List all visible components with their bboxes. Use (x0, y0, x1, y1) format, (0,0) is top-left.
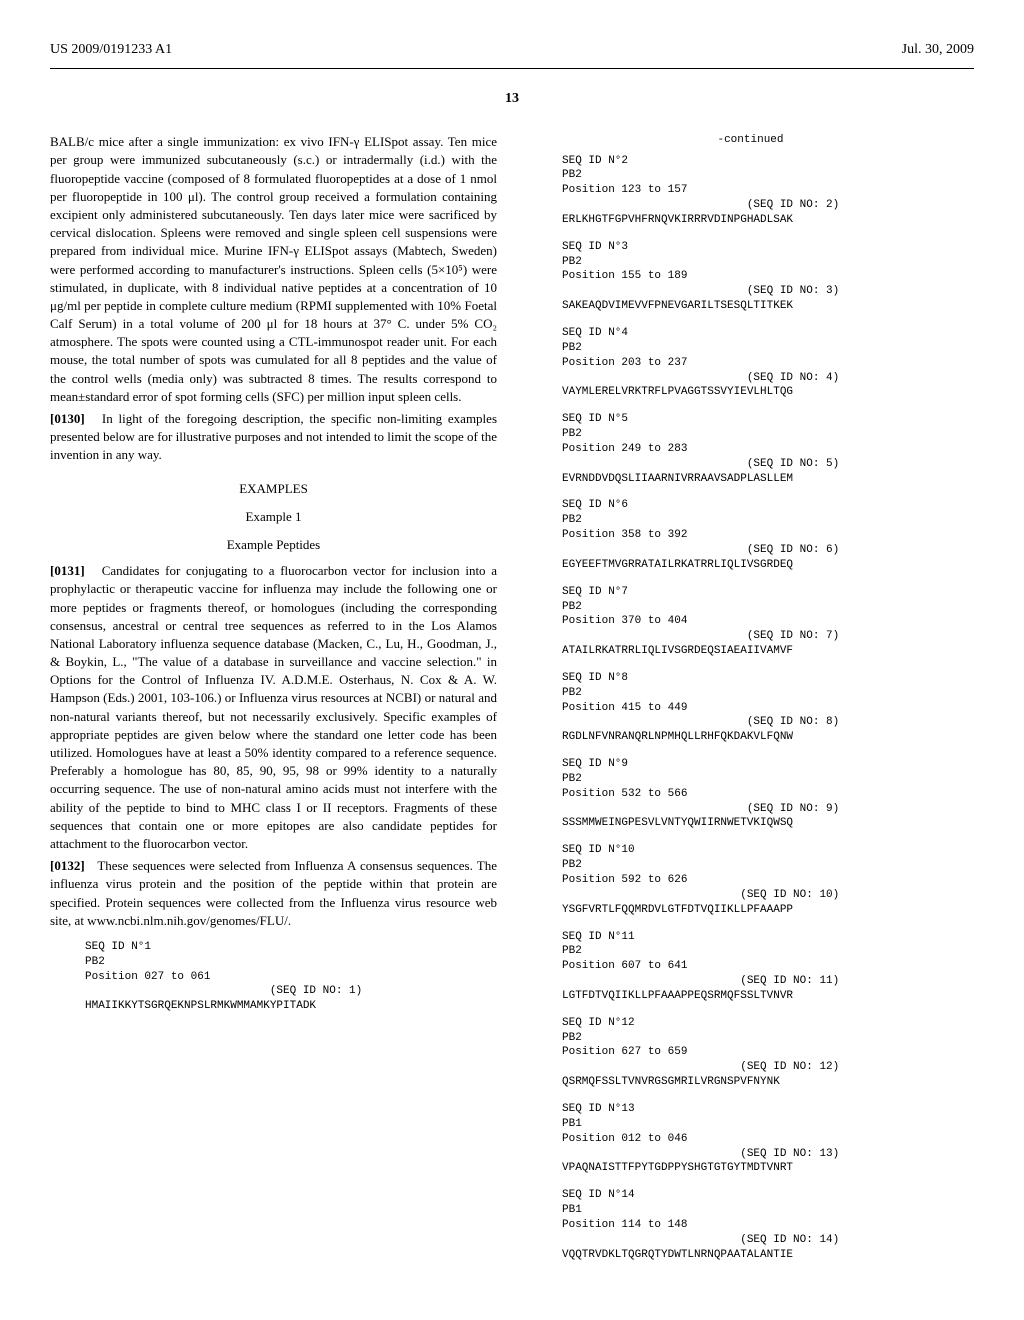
para-text-0132: These sequences were selected from Influ… (50, 858, 497, 928)
continued-label: -continued (527, 133, 974, 148)
paragraph-0131: [0131] Candidates for conjugating to a f… (50, 562, 497, 853)
example-peptides-heading: Example Peptides (50, 536, 497, 554)
right-column: -continued SEQ ID N°2 PB2 Position 123 t… (527, 133, 974, 1274)
doc-date: Jul. 30, 2009 (902, 40, 974, 60)
para-text-0130: In light of the foregoing description, t… (50, 411, 497, 462)
para-num-0132: [0132] (50, 858, 85, 873)
sequence-1: SEQ ID N°1 PB2 Position 027 to 061 (SEQ … (85, 940, 462, 1014)
sequence-block: SEQ ID N°12 PB2 Position 627 to 659 (SEQ… (562, 1016, 974, 1090)
example-1-heading: Example 1 (50, 508, 497, 526)
paragraph-0130: [0130] In light of the foregoing descrip… (50, 410, 497, 465)
sequence-block: SEQ ID N°13 PB1 Position 012 to 046 (SEQ… (562, 1102, 974, 1176)
sequence-container: SEQ ID N°2 PB2 Position 123 to 157 (SEQ … (527, 154, 974, 1263)
sequence-block: SEQ ID N°3 PB2 Position 155 to 189 (SEQ … (562, 240, 974, 314)
sequence-block: SEQ ID N°14 PB1 Position 114 to 148 (SEQ… (562, 1188, 974, 1262)
header-rule (50, 68, 974, 69)
para-num-0131: [0131] (50, 563, 85, 578)
paragraph-0132: [0132] These sequences were selected fro… (50, 857, 497, 930)
sequence-block: SEQ ID N°7 PB2 Position 370 to 404 (SEQ … (562, 585, 974, 659)
sequence-block: SEQ ID N°8 PB2 Position 415 to 449 (SEQ … (562, 671, 974, 745)
page-number: 13 (50, 89, 974, 109)
sequence-block: SEQ ID N°2 PB2 Position 123 to 157 (SEQ … (562, 154, 974, 228)
sequence-block: SEQ ID N°5 PB2 Position 249 to 283 (SEQ … (562, 412, 974, 486)
left-column: BALB/c mice after a single immunization:… (50, 133, 497, 1274)
sequence-block: SEQ ID N°9 PB2 Position 532 to 566 (SEQ … (562, 757, 974, 831)
page-header: US 2009/0191233 A1 Jul. 30, 2009 (50, 40, 974, 60)
para-text-0131: Candidates for conjugating to a fluoroca… (50, 563, 497, 851)
examples-heading: EXAMPLES (50, 480, 497, 498)
sequence-block: SEQ ID N°11 PB2 Position 607 to 641 (SEQ… (562, 930, 974, 1004)
sequence-block: SEQ ID N°4 PB2 Position 203 to 237 (SEQ … (562, 326, 974, 400)
content-columns: BALB/c mice after a single immunization:… (50, 133, 974, 1274)
doc-id: US 2009/0191233 A1 (50, 40, 172, 60)
sequence-block: SEQ ID N°10 PB2 Position 592 to 626 (SEQ… (562, 843, 974, 917)
para-num-0130: [0130] (50, 411, 85, 426)
sequence-block: SEQ ID N°6 PB2 Position 358 to 392 (SEQ … (562, 498, 974, 572)
paragraph-intro: BALB/c mice after a single immunization:… (50, 133, 497, 406)
